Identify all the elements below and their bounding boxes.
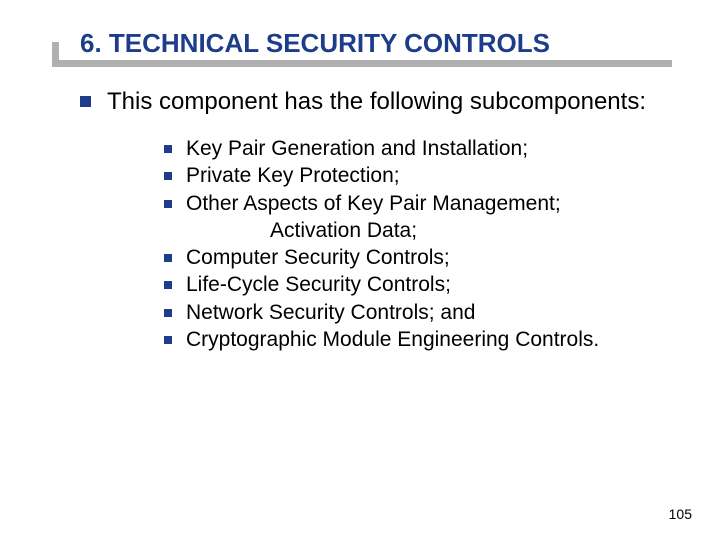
item-text: Network Security Controls; and bbox=[186, 299, 475, 326]
title-shadow-decoration bbox=[52, 60, 80, 80]
item-text: Computer Security Controls; bbox=[186, 244, 450, 271]
bullet-square-icon bbox=[164, 172, 172, 180]
item-text: Life-Cycle Security Controls; bbox=[186, 271, 451, 298]
intro-row: This component has the following subcomp… bbox=[80, 87, 680, 117]
bullet-square-icon bbox=[164, 336, 172, 344]
sub-list: Key Pair Generation and Installation; Pr… bbox=[164, 135, 680, 353]
main-list: This component has the following subcomp… bbox=[80, 87, 680, 353]
shadow-horizontal-bar bbox=[52, 60, 672, 67]
bullet-square-icon bbox=[164, 254, 172, 262]
slide-title: 6. TECHNICAL SECURITY CONTROLS bbox=[80, 28, 550, 59]
slide-container: 6. TECHNICAL SECURITY CONTROLS This comp… bbox=[0, 0, 720, 540]
bullet-square-icon bbox=[164, 309, 172, 317]
list-item: Other Aspects of Key Pair Management; bbox=[164, 190, 680, 217]
title-wrap: 6. TECHNICAL SECURITY CONTROLS bbox=[80, 28, 680, 59]
list-item: Cryptographic Module Engineering Control… bbox=[164, 326, 680, 353]
bullet-square-icon bbox=[164, 145, 172, 153]
list-item: Computer Security Controls; bbox=[164, 244, 680, 271]
bullet-square-icon bbox=[164, 281, 172, 289]
item-text: Cryptographic Module Engineering Control… bbox=[186, 326, 599, 353]
intro-text: This component has the following subcomp… bbox=[107, 87, 646, 117]
list-item: Private Key Protection; bbox=[164, 162, 680, 189]
item-text: Private Key Protection; bbox=[186, 162, 400, 189]
list-item: Network Security Controls; and bbox=[164, 299, 680, 326]
page-number: 105 bbox=[669, 506, 692, 522]
item-continuation: Activation Data; bbox=[270, 217, 680, 244]
bullet-square-icon bbox=[80, 96, 91, 107]
item-text: Other Aspects of Key Pair Management; bbox=[186, 190, 561, 217]
bullet-square-icon bbox=[164, 200, 172, 208]
list-item: Key Pair Generation and Installation; bbox=[164, 135, 680, 162]
list-item: Life-Cycle Security Controls; bbox=[164, 271, 680, 298]
item-text: Key Pair Generation and Installation; bbox=[186, 135, 528, 162]
